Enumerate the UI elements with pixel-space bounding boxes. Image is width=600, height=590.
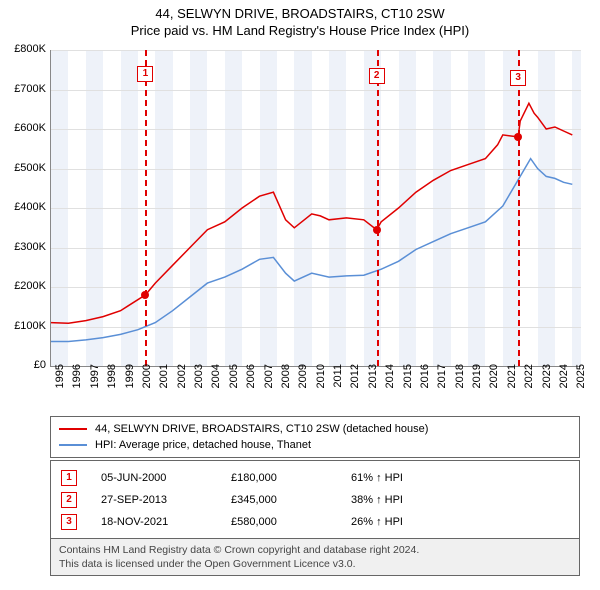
title-address: 44, SELWYN DRIVE, BROADSTAIRS, CT10 2SW xyxy=(0,6,600,21)
marker-box-2: 2 xyxy=(369,68,385,84)
footer-line1: Contains HM Land Registry data © Crown c… xyxy=(59,543,571,557)
x-axis-label: 2007 xyxy=(263,364,275,404)
y-axis-label: £700K xyxy=(0,83,46,95)
x-axis-label: 2020 xyxy=(488,364,500,404)
price-date-2: 27-SEP-2013 xyxy=(101,494,231,506)
marker-dot-3 xyxy=(514,133,522,141)
legend-swatch-series1 xyxy=(59,428,87,430)
x-axis-label: 2013 xyxy=(367,364,379,404)
marker-line-2 xyxy=(377,50,379,366)
x-axis-label: 2014 xyxy=(384,364,396,404)
x-axis-label: 2009 xyxy=(297,364,309,404)
marker-dot-1 xyxy=(141,291,149,299)
price-date-3: 18-NOV-2021 xyxy=(101,516,231,528)
price-history-table: 1 05-JUN-2000 £180,000 61% ↑ HPI 2 27-SE… xyxy=(50,460,580,540)
x-axis-label: 2011 xyxy=(332,364,344,404)
x-axis-label: 2010 xyxy=(315,364,327,404)
y-axis-label: £600K xyxy=(0,122,46,134)
footer-line2: This data is licensed under the Open Gov… xyxy=(59,557,571,571)
price-pct-2: 38% ↑ HPI xyxy=(351,494,451,506)
marker-box-1: 1 xyxy=(137,66,153,82)
y-axis-label: £300K xyxy=(0,241,46,253)
price-pct-1: 61% ↑ HPI xyxy=(351,472,451,484)
x-axis-label: 1996 xyxy=(71,364,83,404)
x-axis-label: 2006 xyxy=(245,364,257,404)
x-axis-label: 1995 xyxy=(54,364,66,404)
price-row-1: 1 05-JUN-2000 £180,000 61% ↑ HPI xyxy=(61,467,569,489)
series-line-2 xyxy=(51,159,572,342)
marker-line-1 xyxy=(145,50,147,366)
legend-swatch-series2 xyxy=(59,444,87,446)
marker-line-3 xyxy=(518,50,520,366)
x-axis-label: 2012 xyxy=(349,364,361,404)
marker-box-3: 3 xyxy=(510,70,526,86)
x-axis-label: 2001 xyxy=(158,364,170,404)
x-axis-label: 1998 xyxy=(106,364,118,404)
x-axis-label: 2016 xyxy=(419,364,431,404)
x-axis-label: 2004 xyxy=(210,364,222,404)
price-pct-3: 26% ↑ HPI xyxy=(351,516,451,528)
x-axis-label: 2023 xyxy=(541,364,553,404)
y-axis-label: £500K xyxy=(0,162,46,174)
marker-dot-2 xyxy=(373,226,381,234)
legend-row-2: HPI: Average price, detached house, Than… xyxy=(59,437,571,453)
legend-label-series1: 44, SELWYN DRIVE, BROADSTAIRS, CT10 2SW … xyxy=(95,423,428,435)
price-idx-3: 3 xyxy=(61,514,77,530)
price-amount-1: £180,000 xyxy=(231,472,351,484)
x-axis-label: 2008 xyxy=(280,364,292,404)
x-axis-label: 2024 xyxy=(558,364,570,404)
legend-row-1: 44, SELWYN DRIVE, BROADSTAIRS, CT10 2SW … xyxy=(59,421,571,437)
title-subtitle: Price paid vs. HM Land Registry's House … xyxy=(0,23,600,38)
price-idx-2: 2 xyxy=(61,492,77,508)
price-row-2: 2 27-SEP-2013 £345,000 38% ↑ HPI xyxy=(61,489,569,511)
title-block: 44, SELWYN DRIVE, BROADSTAIRS, CT10 2SW … xyxy=(0,0,600,38)
price-amount-2: £345,000 xyxy=(231,494,351,506)
y-axis-label: £200K xyxy=(0,280,46,292)
x-axis-label: 2025 xyxy=(575,364,587,404)
x-axis-label: 2022 xyxy=(523,364,535,404)
price-amount-3: £580,000 xyxy=(231,516,351,528)
x-axis-label: 2000 xyxy=(141,364,153,404)
x-axis-label: 2017 xyxy=(436,364,448,404)
price-date-1: 05-JUN-2000 xyxy=(101,472,231,484)
y-axis-label: £0 xyxy=(0,359,46,371)
x-axis-label: 1997 xyxy=(89,364,101,404)
y-axis-label: £400K xyxy=(0,201,46,213)
x-axis-label: 2005 xyxy=(228,364,240,404)
price-idx-1: 1 xyxy=(61,470,77,486)
price-row-3: 3 18-NOV-2021 £580,000 26% ↑ HPI xyxy=(61,511,569,533)
x-axis-label: 2021 xyxy=(506,364,518,404)
y-axis-label: £800K xyxy=(0,43,46,55)
x-axis-label: 1999 xyxy=(124,364,136,404)
x-axis-label: 2018 xyxy=(454,364,466,404)
legend-label-series2: HPI: Average price, detached house, Than… xyxy=(95,439,311,451)
chart-plot-area: 1 2 3 xyxy=(50,50,581,367)
x-axis-label: 2002 xyxy=(176,364,188,404)
chart-lines-svg xyxy=(51,50,581,366)
legend-box: 44, SELWYN DRIVE, BROADSTAIRS, CT10 2SW … xyxy=(50,416,580,458)
x-axis-label: 2019 xyxy=(471,364,483,404)
x-axis-label: 2015 xyxy=(402,364,414,404)
x-axis-label: 2003 xyxy=(193,364,205,404)
footer-attribution: Contains HM Land Registry data © Crown c… xyxy=(50,538,580,576)
chart-container: 44, SELWYN DRIVE, BROADSTAIRS, CT10 2SW … xyxy=(0,0,600,590)
y-axis-label: £100K xyxy=(0,320,46,332)
